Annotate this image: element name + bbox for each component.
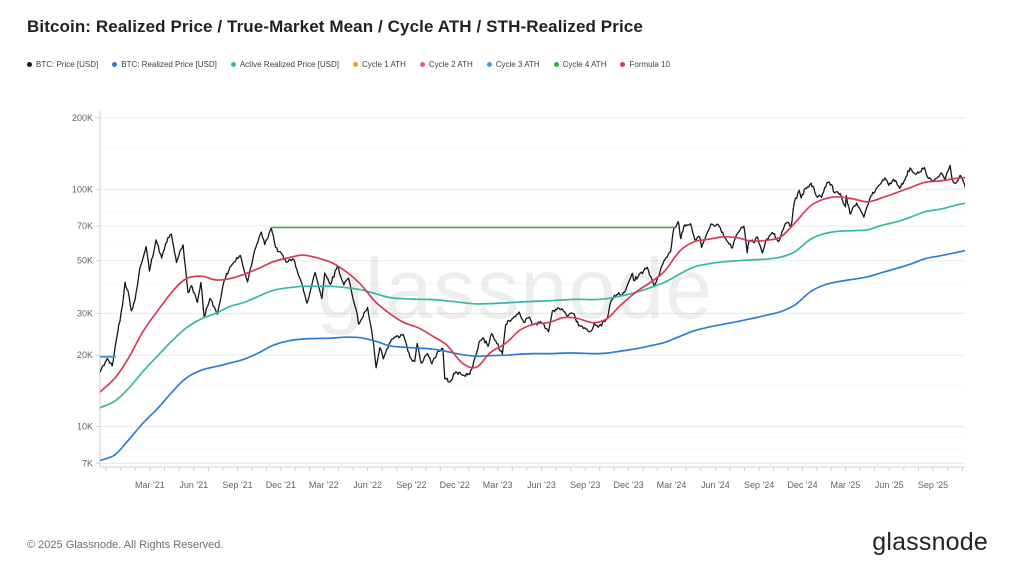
legend-item-cycle-3-ath[interactable]: Cycle 3 ATH [486,60,540,69]
x-axis-label-jun-23: Jun '23 [527,480,556,490]
series-line-btc-realized-price-usd[interactable] [100,249,966,462]
legend-dot-cycle-3-ath [486,62,492,67]
legend-item-btc-realized-price-usd[interactable]: BTC: Realized Price [USD] [112,60,217,69]
y-axis-label-20K: 20K [77,350,93,360]
y-axis-label-50K: 50K [77,256,93,266]
x-axis-label-mar-25: Mar '25 [831,480,861,490]
x-axis-label-dec-21: Dec '21 [266,480,296,490]
x-axis-label-dec-22: Dec '22 [440,480,470,490]
legend-item-cycle-2-ath[interactable]: Cycle 2 ATH [419,60,473,69]
series-lines [100,164,966,462]
legend-item-formula-10[interactable]: Formula 10 [620,60,670,69]
legend-item-active-realized-price-usd[interactable]: Active Realized Price [USD] [230,60,339,69]
legend-label: BTC: Realized Price [USD] [121,60,217,69]
y-axis-label-7K: 7K [82,458,93,468]
x-axis-label-mar-22: Mar '22 [309,480,339,490]
y-axis-label-200K: 200K [72,113,93,123]
chart-legend: BTC: Price [USD] BTC: Realized Price [USD… [27,60,670,69]
gridlines [100,117,965,464]
x-axis-label-mar-23: Mar '23 [483,480,513,490]
x-axis-label-sep-24: Sep '24 [744,480,774,490]
x-axis-label-sep-22: Sep '22 [396,480,426,490]
x-axis-label-mar-24: Mar '24 [657,480,687,490]
series-line-active-realized-price-usd[interactable] [100,202,966,409]
chart-title: Bitcoin: Realized Price / True-Market Me… [27,17,643,36]
x-axis-label-sep-23: Sep '23 [570,480,600,490]
x-axis-label-dec-24: Dec '24 [787,480,817,490]
x-axis-label-dec-23: Dec '23 [613,480,643,490]
legend-label: Cycle 2 ATH [428,60,473,69]
x-axis-label-jun-21: Jun '21 [179,480,208,490]
y-axis-label-70K: 70K [77,221,93,231]
axes: 200K 100K 70K 50K 30K 20K 10K 7K Mar '21 Jun '21 S… [72,110,965,490]
glassnode-watermark: glassnode [317,242,714,337]
x-axis-label-sep-25: Sep '25 [918,480,948,490]
legend-label: Cycle 1 ATH [361,60,406,69]
legend-item-cycle-4-ath[interactable]: Cycle 4 ATH [553,60,607,69]
copyright-text: © 2025 Glassnode. All Rights Reserved. [27,539,224,551]
legend-item-btc-price-usd[interactable]: BTC: Price [USD] [27,60,98,69]
legend-dot-btc-realized-price-usd [112,62,118,67]
y-axis-label-30K: 30K [77,308,93,318]
legend-label: Cycle 4 ATH [562,60,607,69]
x-axis-label-jun-22: Jun '22 [353,480,382,490]
legend-label: Active Realized Price [USD] [239,60,339,69]
legend-label: BTC: Price [USD] [36,60,99,69]
legend-dot-active-realized-price-usd [230,62,236,67]
x-axis-label-sep-21: Sep '21 [222,480,252,490]
legend-dot-formula-10 [620,62,626,67]
series-line-formula-10[interactable] [100,176,966,393]
x-axis-label-jun-24: Jun '24 [701,480,730,490]
x-axis-label-jun-25: Jun '25 [875,480,904,490]
y-axis-label-100K: 100K [72,184,93,194]
legend-dot-cycle-4-ath [553,62,559,67]
x-axis-label-mar-21: Mar '21 [135,480,165,490]
legend-item-cycle-1-ath[interactable]: Cycle 1 ATH [352,60,406,69]
y-axis-label-10K: 10K [77,422,93,432]
glassnode-logo[interactable]: glassnode [872,528,988,556]
legend-dot-btc-price-usd [27,62,32,67]
legend-label: Cycle 3 ATH [495,60,540,69]
legend-dot-cycle-1-ath [352,62,358,67]
legend-label: Formula 10 [629,60,670,69]
legend-dot-cycle-2-ath [419,62,425,67]
